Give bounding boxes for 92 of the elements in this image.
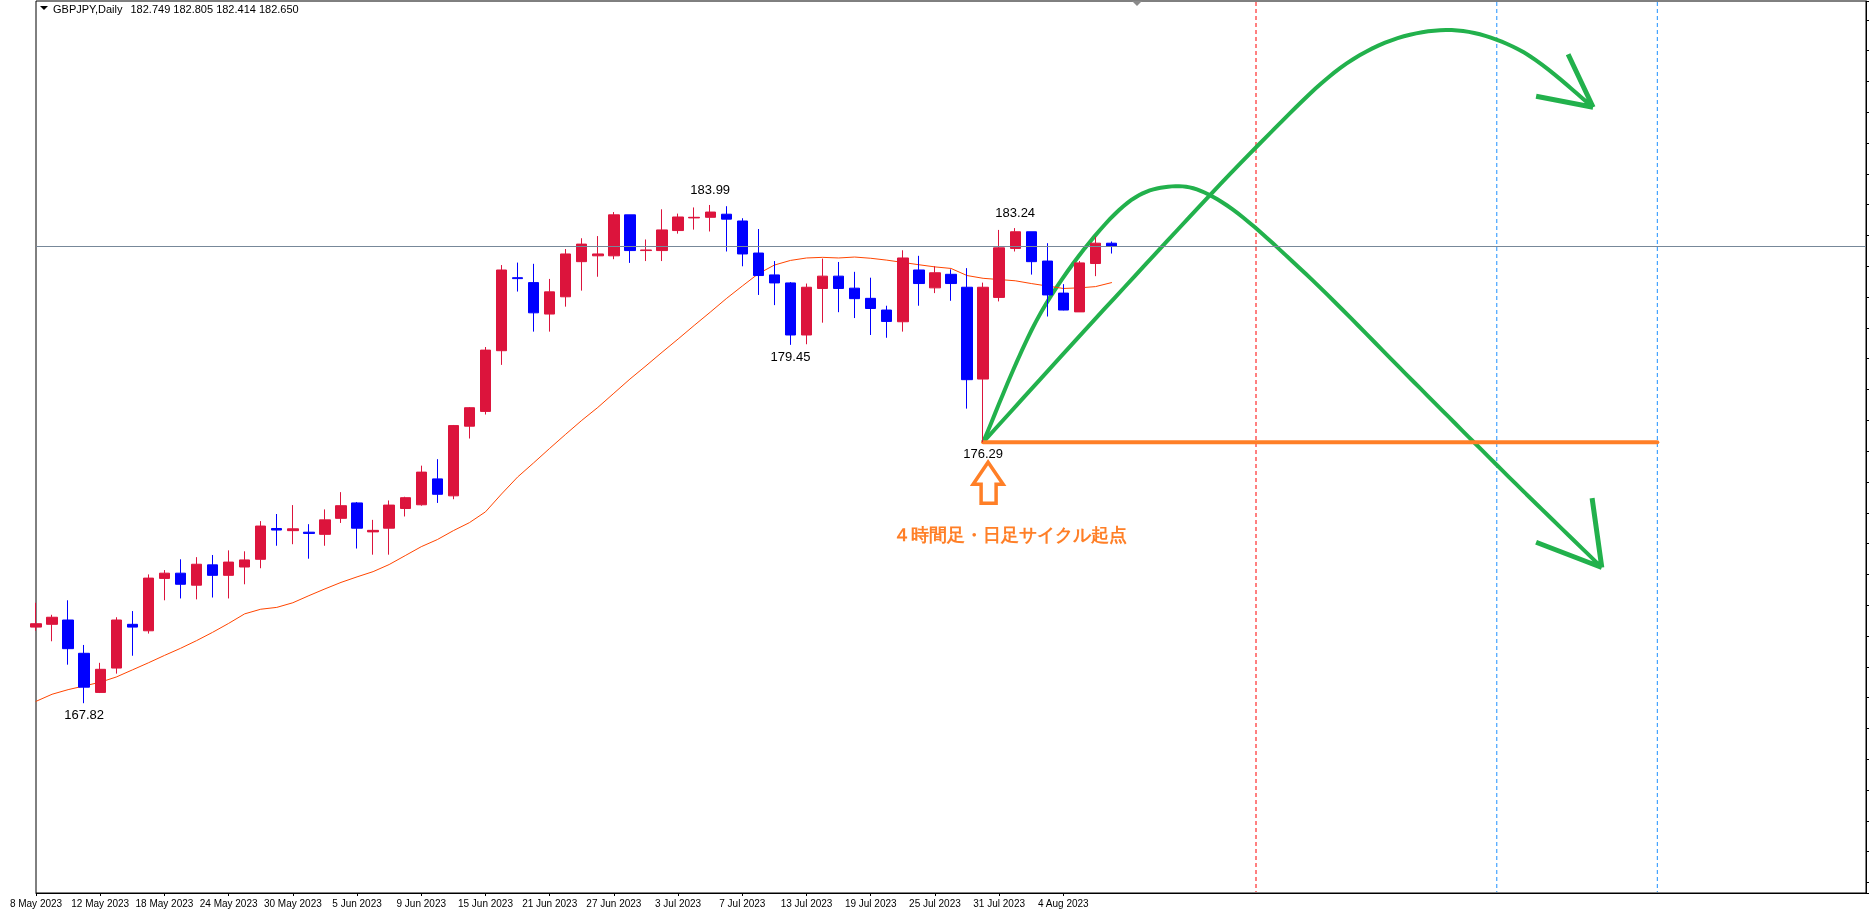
candlestick [319,508,331,547]
annotation: 183.99 [690,181,731,197]
annotation: ４時間足・日足サイクル起点 [893,523,1128,545]
annotation: 179.45 [770,348,811,364]
candlestick [1090,236,1101,277]
candlestick [913,255,925,307]
candlestick [640,238,652,262]
candlestick [383,499,395,556]
candlestick [464,406,475,440]
candlestick [865,277,876,336]
candlestick [656,208,668,262]
candlestick [207,554,218,599]
candlestick [400,496,411,517]
candlestick [496,264,507,366]
candlestick [255,520,266,569]
candlestick [721,205,732,252]
chart-subtitle: 182.749 182.805 182.414 182.650 [130,3,299,15]
candlestick [977,282,989,443]
candlestick [512,262,523,293]
candlestick [1010,227,1021,252]
x-tick-label: 8 May 2023 [9,897,63,909]
candlestick [945,268,957,302]
x-tick-label: 15 Jun 2023 [457,897,514,909]
chart-title: GBPJPY,Daily [53,3,123,15]
x-tick-label: 30 May 2023 [263,897,323,909]
x-tick-label: 5 Jun 2023 [332,897,383,909]
candlestick [78,644,90,704]
x-tick-label: 24 May 2023 [199,897,258,909]
candlestick [705,204,716,232]
annotation: 176.29 [963,446,1003,462]
candlestick [480,346,491,415]
candlestick [993,229,1005,302]
x-tick-label: 18 May 2023 [135,897,194,909]
candlestick [544,278,555,333]
candlestick [46,614,58,642]
candlestick [769,260,780,306]
candlestick [175,558,186,599]
candlestick [688,206,700,231]
candlestick [897,249,909,333]
candlestick [785,281,796,346]
candlestick [432,458,443,504]
x-tick-label: 3 Jul 2023 [655,897,702,909]
candlestick [287,504,299,545]
candlestick [1042,242,1053,318]
candlestick [95,662,106,694]
candlestick [560,248,571,308]
candlestick [416,465,427,507]
candlestick [528,263,539,333]
candlestick [1058,283,1069,311]
x-tick-label: 4 Aug 2023 [1038,897,1090,909]
candlestick [159,569,170,601]
candlestick [448,424,459,500]
candlestick [961,267,973,410]
x-tick-label: 25 Jul 2023 [909,897,962,909]
candlestick [817,258,828,324]
candlestick [624,214,636,264]
candlestick [1074,260,1085,313]
candlestick [849,271,860,319]
x-tick-label: 7 Jul 2023 [719,897,766,909]
candlestick [833,261,844,313]
x-tick-label: 9 Jun 2023 [396,897,447,909]
candlestick [753,228,764,296]
candlestick [191,556,202,600]
candlestick [608,211,620,260]
x-tick-label: 12 May 2023 [71,897,130,909]
candlestick [351,501,363,550]
candlestick [576,237,587,292]
candlestick [62,599,74,666]
candlestick [239,550,250,585]
candlestick [737,217,748,267]
candlestick [881,305,892,339]
candlestick [367,519,379,556]
annotation: 183.24 [995,205,1036,221]
candlestick [335,491,347,524]
candlestick [1026,231,1037,276]
candlestick [672,213,684,235]
x-tick-label: 13 Jul 2023 [780,897,833,909]
candlestick [271,513,282,547]
candlestick [303,523,315,560]
candlestick [592,235,604,278]
candlestick [801,283,812,345]
candlestick [223,549,234,599]
x-tick-label: 31 Jul 2023 [973,897,1026,909]
candlestick [929,265,941,294]
candlestick [127,610,138,657]
candlestick [143,573,154,635]
candlestick [111,616,122,675]
x-tick-label: 19 Jul 2023 [844,897,898,909]
x-tick-label: 21 Jun 2023 [522,897,578,909]
annotation: 167.82 [64,707,105,723]
x-tick-label: 27 Jun 2023 [586,897,642,909]
candlestick [30,602,42,632]
